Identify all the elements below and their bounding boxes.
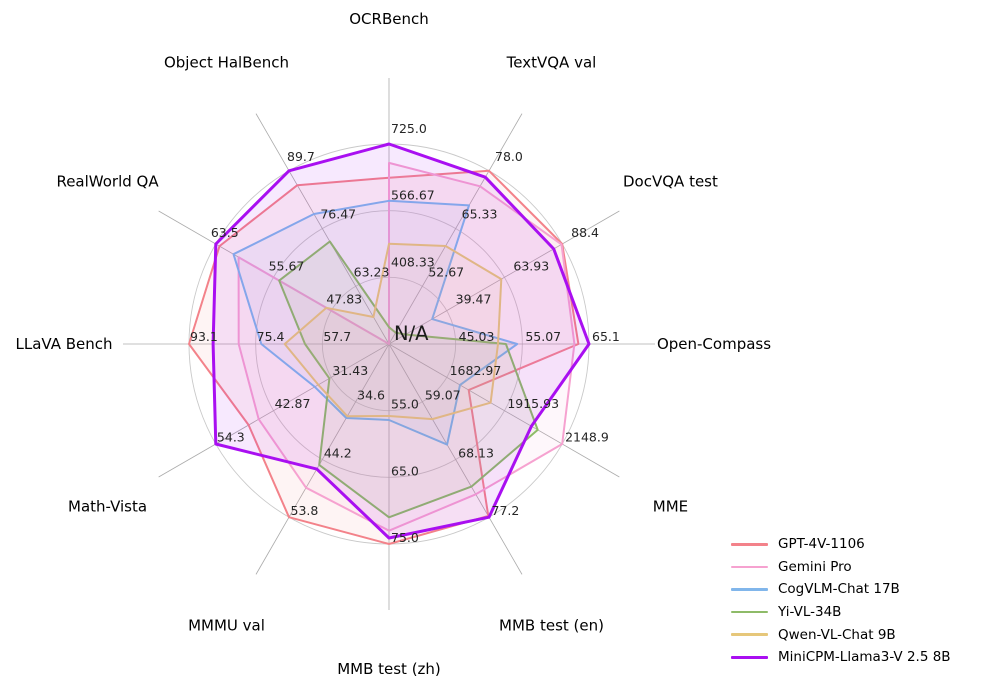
legend-item: GPT-4V-1106: [731, 533, 951, 556]
tick-label: 65.1: [592, 329, 620, 344]
axis-label: Open-Compass: [657, 335, 771, 353]
tick-label: 63.93: [513, 258, 549, 273]
legend-item: Gemini Pro: [731, 556, 951, 579]
tick-label: 75.4: [257, 329, 285, 344]
series-fill-Qwen-VL-Chat 9B: [284, 243, 502, 420]
axis-spoke: [388, 113, 523, 345]
tick-label: 55.67: [269, 258, 305, 273]
series-line-Gemini Pro: [237, 161, 576, 532]
legend-label: Qwen-VL-Chat 9B: [778, 626, 896, 643]
tick-label: 68.13: [458, 445, 494, 460]
tick-label: 75.0: [391, 530, 419, 545]
legend-item: Qwen-VL-Chat 9B: [731, 623, 951, 646]
legend-label: MiniCPM-Llama3-V 2.5 8B: [778, 649, 951, 666]
legend-line-swatch: [731, 655, 768, 659]
legend-item: Yi-VL-34B: [731, 601, 951, 624]
legend-label: CogVLM-Chat 17B: [778, 581, 900, 598]
tick-label: 88.4: [571, 225, 599, 240]
legend-line-swatch: [731, 543, 768, 546]
chart-legend: GPT-4V-1106 Gemini Pro CogVLM-Chat 17B Yi-V…: [731, 533, 951, 669]
tick-label: 31.43: [332, 363, 368, 378]
tick-label: 54.3: [217, 430, 245, 445]
series-line-MiniCPM-Llama3-V 2.5 8B: [211, 142, 591, 540]
axis-label: Object HalBench: [164, 54, 289, 72]
axis-spoke: [388, 343, 620, 478]
tick-label: 55.0: [391, 397, 419, 412]
series-line-CogVLM-Chat 17B: [232, 199, 519, 446]
axis-spoke: [255, 113, 390, 345]
center-na-label: N/A: [394, 322, 429, 345]
tick-label: 1682.97: [450, 363, 502, 378]
axis-spoke: [388, 343, 523, 575]
legend-label: Yi-VL-34B: [778, 604, 842, 621]
axis-label: TextVQA val: [506, 54, 597, 72]
tick-label: 53.8: [291, 503, 319, 518]
axis-label: MME: [653, 498, 688, 516]
axis-label: LLaVA Bench: [15, 335, 112, 353]
axis-label: DocVQA test: [623, 173, 718, 191]
tick-label: 566.67: [391, 188, 435, 203]
series-fill-GPT-4V-1106: [189, 170, 579, 545]
tick-label: 39.47: [456, 292, 492, 307]
series-line-Qwen-VL-Chat 9B: [283, 242, 503, 421]
tick-label: 408.33: [391, 254, 435, 269]
tick-label: 2148.9: [565, 430, 609, 445]
legend-line-swatch: [731, 588, 768, 591]
tick-label: 725.0: [391, 121, 427, 136]
legend-label: Gemini Pro: [778, 558, 852, 575]
tick-label: 1915.93: [507, 396, 559, 411]
tick-label: 45.03: [459, 329, 495, 344]
axis-label: Math-Vista: [68, 498, 147, 516]
tick-label: 59.07: [425, 388, 461, 403]
legend-label: GPT-4V-1106: [778, 536, 865, 553]
tick-label: 77.2: [492, 503, 520, 518]
axis-label: MMB test (zh): [337, 660, 441, 678]
axis-label: MMB test (en): [499, 616, 604, 634]
tick-label: 93.1: [190, 329, 218, 344]
tick-label: 65.33: [462, 207, 498, 222]
axis-spoke: [255, 343, 390, 575]
tick-label: 63.23: [354, 264, 390, 279]
axis-label: MMMU val: [188, 616, 265, 634]
axis-spoke: [388, 210, 620, 345]
tick-label: 65.0: [391, 463, 419, 478]
tick-label: 42.87: [275, 396, 311, 411]
series-line-Yi-VL-34B: [278, 240, 539, 519]
tick-label: 47.83: [326, 292, 362, 307]
legend-item: MiniCPM-Llama3-V 2.5 8B: [731, 646, 951, 669]
legend-item: CogVLM-Chat 17B: [731, 578, 951, 601]
tick-label: 34.6: [357, 388, 385, 403]
tick-label: 52.67: [428, 264, 464, 279]
axis-spoke: [158, 343, 390, 478]
tick-label: 89.7: [287, 149, 315, 164]
tick-label: 57.7: [323, 329, 351, 344]
tick-label: 76.47: [320, 207, 356, 222]
tick-label: 78.0: [495, 149, 523, 164]
series-fill-MiniCPM-Llama3-V 2.5 8B: [213, 144, 589, 538]
legend-line-swatch: [731, 633, 768, 636]
legend-line-swatch: [731, 610, 768, 614]
axis-label: RealWorld QA: [56, 173, 159, 191]
axis-label: OCRBench: [349, 10, 428, 28]
tick-label: 63.5: [211, 225, 239, 240]
tick-label: 44.2: [324, 445, 352, 460]
legend-line-swatch: [731, 565, 768, 569]
tick-label: 55.07: [525, 329, 561, 344]
